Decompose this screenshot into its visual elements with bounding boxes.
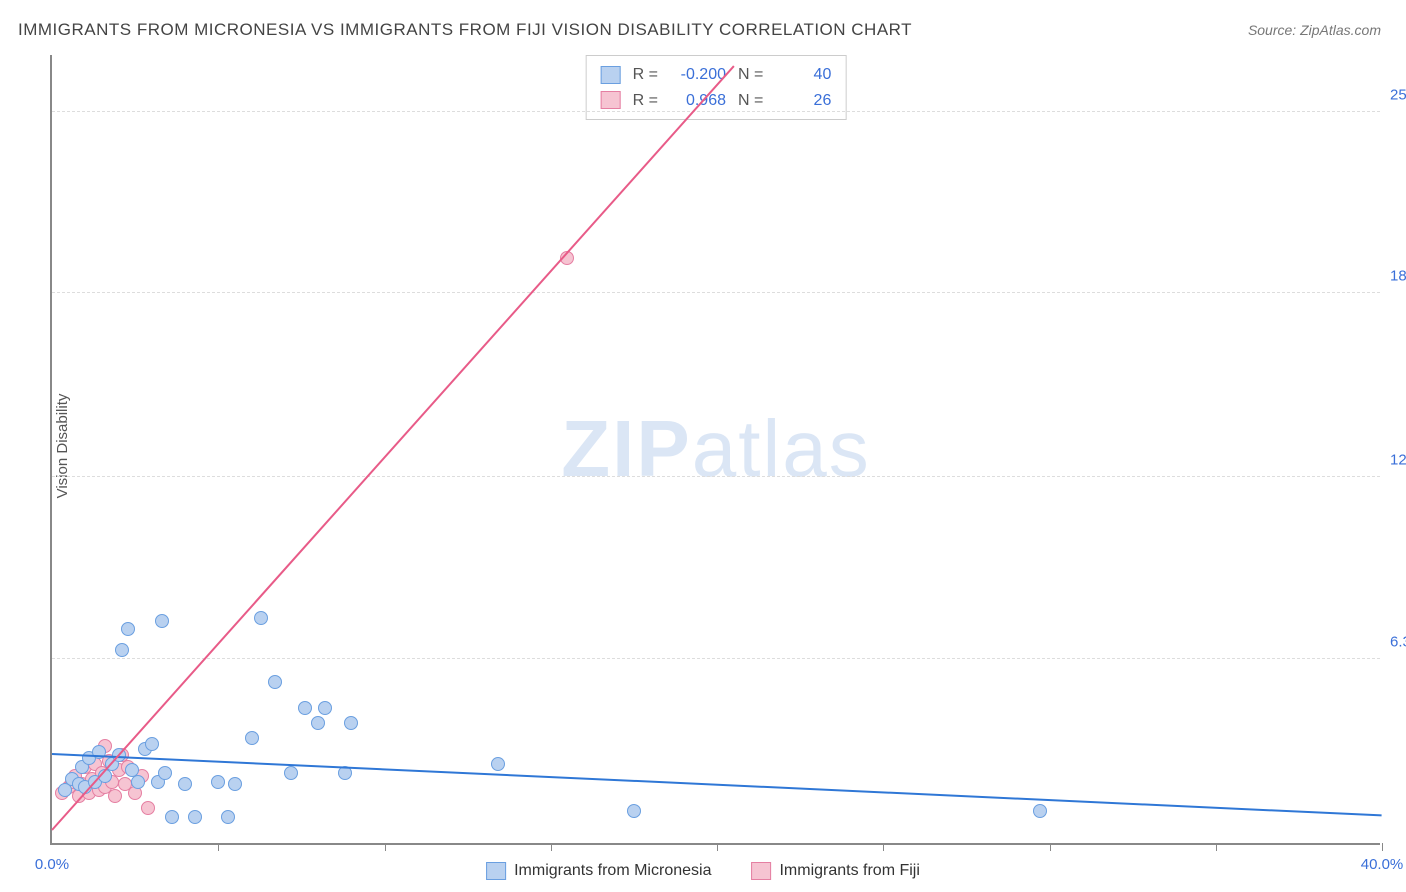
x-tick-label: 40.0% [1361,856,1404,873]
scatter-point [155,614,169,628]
swatch-series-a [486,862,506,880]
watermark-bold: ZIP [561,404,691,493]
source-label: Source: [1248,22,1300,38]
swatch-series-b [601,91,621,109]
gridline [52,292,1380,293]
scatter-point [318,701,332,715]
scatter-point [141,801,155,815]
scatter-point [298,701,312,715]
scatter-point [121,622,135,636]
bottom-legend: Immigrants from Micronesia Immigrants fr… [476,860,930,882]
scatter-point [491,757,505,771]
n-label: N = [738,88,763,114]
gridline [52,476,1380,477]
y-tick-label: 18.8% [1390,267,1406,284]
scatter-point [165,810,179,824]
scatter-point [188,810,202,824]
scatter-point [228,777,242,791]
x-tick-mark [1216,843,1217,851]
y-tick-label: 12.5% [1390,452,1406,469]
n-value-a: 40 [775,62,831,88]
legend-label-b: Immigrants from Fiji [779,862,919,880]
x-tick-mark [1382,843,1383,851]
scatter-point [221,810,235,824]
gridline [52,111,1380,112]
n-value-b: 26 [775,88,831,114]
scatter-point [311,716,325,730]
x-tick-mark [551,843,552,851]
watermark-light: atlas [692,404,871,493]
scatter-point [254,611,268,625]
source-attribution: Source: ZipAtlas.com [1248,22,1381,38]
legend-label-a: Immigrants from Micronesia [514,862,711,880]
scatter-point [1033,804,1047,818]
r-label: R = [633,62,658,88]
y-tick-label: 6.3% [1390,633,1406,650]
n-label: N = [738,62,763,88]
x-tick-mark [218,843,219,851]
trend-line [52,753,1382,816]
scatter-point [245,731,259,745]
x-tick-mark [385,843,386,851]
scatter-point [268,675,282,689]
legend-item-a: Immigrants from Micronesia [486,862,711,880]
legend-item-b: Immigrants from Fiji [751,862,919,880]
y-tick-label: 25.0% [1390,86,1406,103]
x-tick-mark [883,843,884,851]
stats-row-b: R = 0.968 N = 26 [601,88,832,114]
watermark: ZIPatlas [561,403,870,495]
scatter-point [211,775,225,789]
swatch-series-a [601,66,621,84]
scatter-point [178,777,192,791]
scatter-point [344,716,358,730]
scatter-point [284,766,298,780]
scatter-point [627,804,641,818]
r-label: R = [633,88,658,114]
x-tick-mark [1050,843,1051,851]
scatter-point [145,737,159,751]
scatter-point [115,643,129,657]
scatter-point [131,775,145,789]
x-tick-label: 0.0% [35,856,69,873]
scatter-point [158,766,172,780]
source-site: ZipAtlas.com [1300,22,1381,38]
plot-area: ZIPatlas R = -0.200 N = 40 R = 0.968 N =… [50,55,1380,845]
x-tick-mark [717,843,718,851]
chart-title: IMMIGRANTS FROM MICRONESIA VS IMMIGRANTS… [18,20,912,40]
gridline [52,658,1380,659]
r-value-b: 0.968 [670,88,726,114]
scatter-point [108,789,122,803]
swatch-series-b [751,862,771,880]
